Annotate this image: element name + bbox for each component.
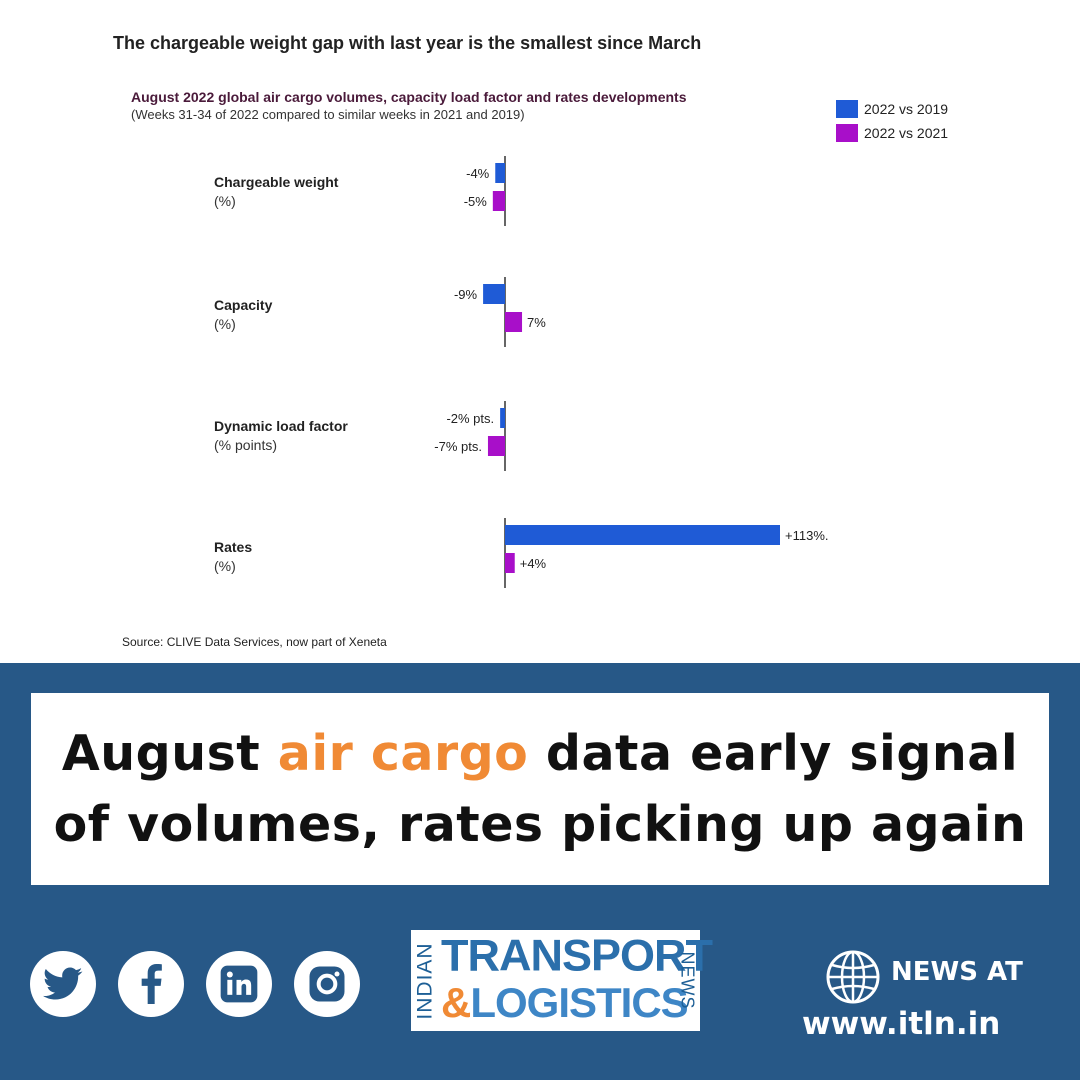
logo-transport: TRANSPORT [441,930,713,981]
category-label: Rates [214,539,252,555]
headline-box: August air cargo data early signal of vo… [31,693,1049,885]
bar [487,436,505,456]
itln-logo[interactable]: INDIAN TRANSPORT &LOGISTICS NEWS [411,930,713,1031]
chart-subtitle: August 2022 global air cargo volumes, ca… [131,89,687,105]
globe-icon [826,950,880,1004]
headline-highlight: air cargo [277,724,529,782]
data-label: -2% pts. [446,411,494,426]
linkedin-icon [220,965,258,1003]
logo-ampersand: & [441,979,471,1026]
bar [505,525,780,545]
news-at-label: NEWS AT [891,957,1023,987]
twitter-button[interactable] [30,951,96,1017]
data-label: -7% pts. [434,439,482,454]
bar [495,163,505,183]
legend-label-2019: 2022 vs 2019 [864,101,949,117]
data-label: -4% [466,166,490,181]
data-label: +4% [520,556,547,571]
chart-source: Source: CLIVE Data Services, now part of… [122,635,387,649]
category-label: Chargeable weight [214,174,339,190]
logo-logistics-line: &LOGISTICS [441,979,689,1026]
legend-swatch-2019 [836,100,858,118]
banner: August air cargo data early signal of vo… [0,663,1080,1080]
legend-item-2019: 2022 vs 2019 [836,99,948,119]
bar [483,284,505,304]
legend-label-2021: 2022 vs 2021 [864,125,949,141]
logo-news: NEWS [677,951,698,1010]
facebook-button[interactable] [118,951,184,1017]
bar [505,553,515,573]
chart-note: (Weeks 31-34 of 2022 compared to similar… [131,107,525,122]
logo-side-right: NEWS [675,930,699,1031]
headline: August air cargo data early signal of vo… [31,718,1049,860]
legend-swatch-2021 [836,124,858,142]
headline-part-1: August [61,724,278,782]
website-link[interactable]: www.itln.in [802,1006,1001,1042]
category-label: Dynamic load factor [214,418,348,434]
bar-plot: Chargeable weight (%) -4% -5% Capacity (%) -9%… [214,156,829,588]
bar [492,191,505,211]
twitter-icon [43,967,83,1000]
chart-area: The chargeable weight gap with last year… [113,33,949,649]
chart-title: The chargeable weight gap with last year… [113,33,702,53]
logo-side-left: INDIAN [413,930,439,1031]
instagram-button[interactable] [294,951,360,1017]
facebook-icon [141,964,162,1004]
data-label: +113%. [785,528,829,543]
logo-indian: INDIAN [414,941,437,1020]
category-unit: (%) [214,558,236,574]
category-unit: (% points) [214,437,277,453]
logo-logistics: LOGISTICS [470,979,688,1026]
category-unit: (%) [214,193,236,209]
data-label: -5% [464,194,488,209]
category-unit: (%) [214,316,236,332]
bar [500,408,505,428]
instagram-icon [309,966,345,1002]
legend-item-2021: 2022 vs 2021 [836,123,948,143]
headline-part-2: data early signal of volumes, rates pick… [53,724,1027,853]
linkedin-button[interactable] [206,951,272,1017]
bar [505,312,523,332]
data-label: 7% [527,315,546,330]
data-label: -9% [454,287,478,302]
category-label: Capacity [214,297,273,313]
